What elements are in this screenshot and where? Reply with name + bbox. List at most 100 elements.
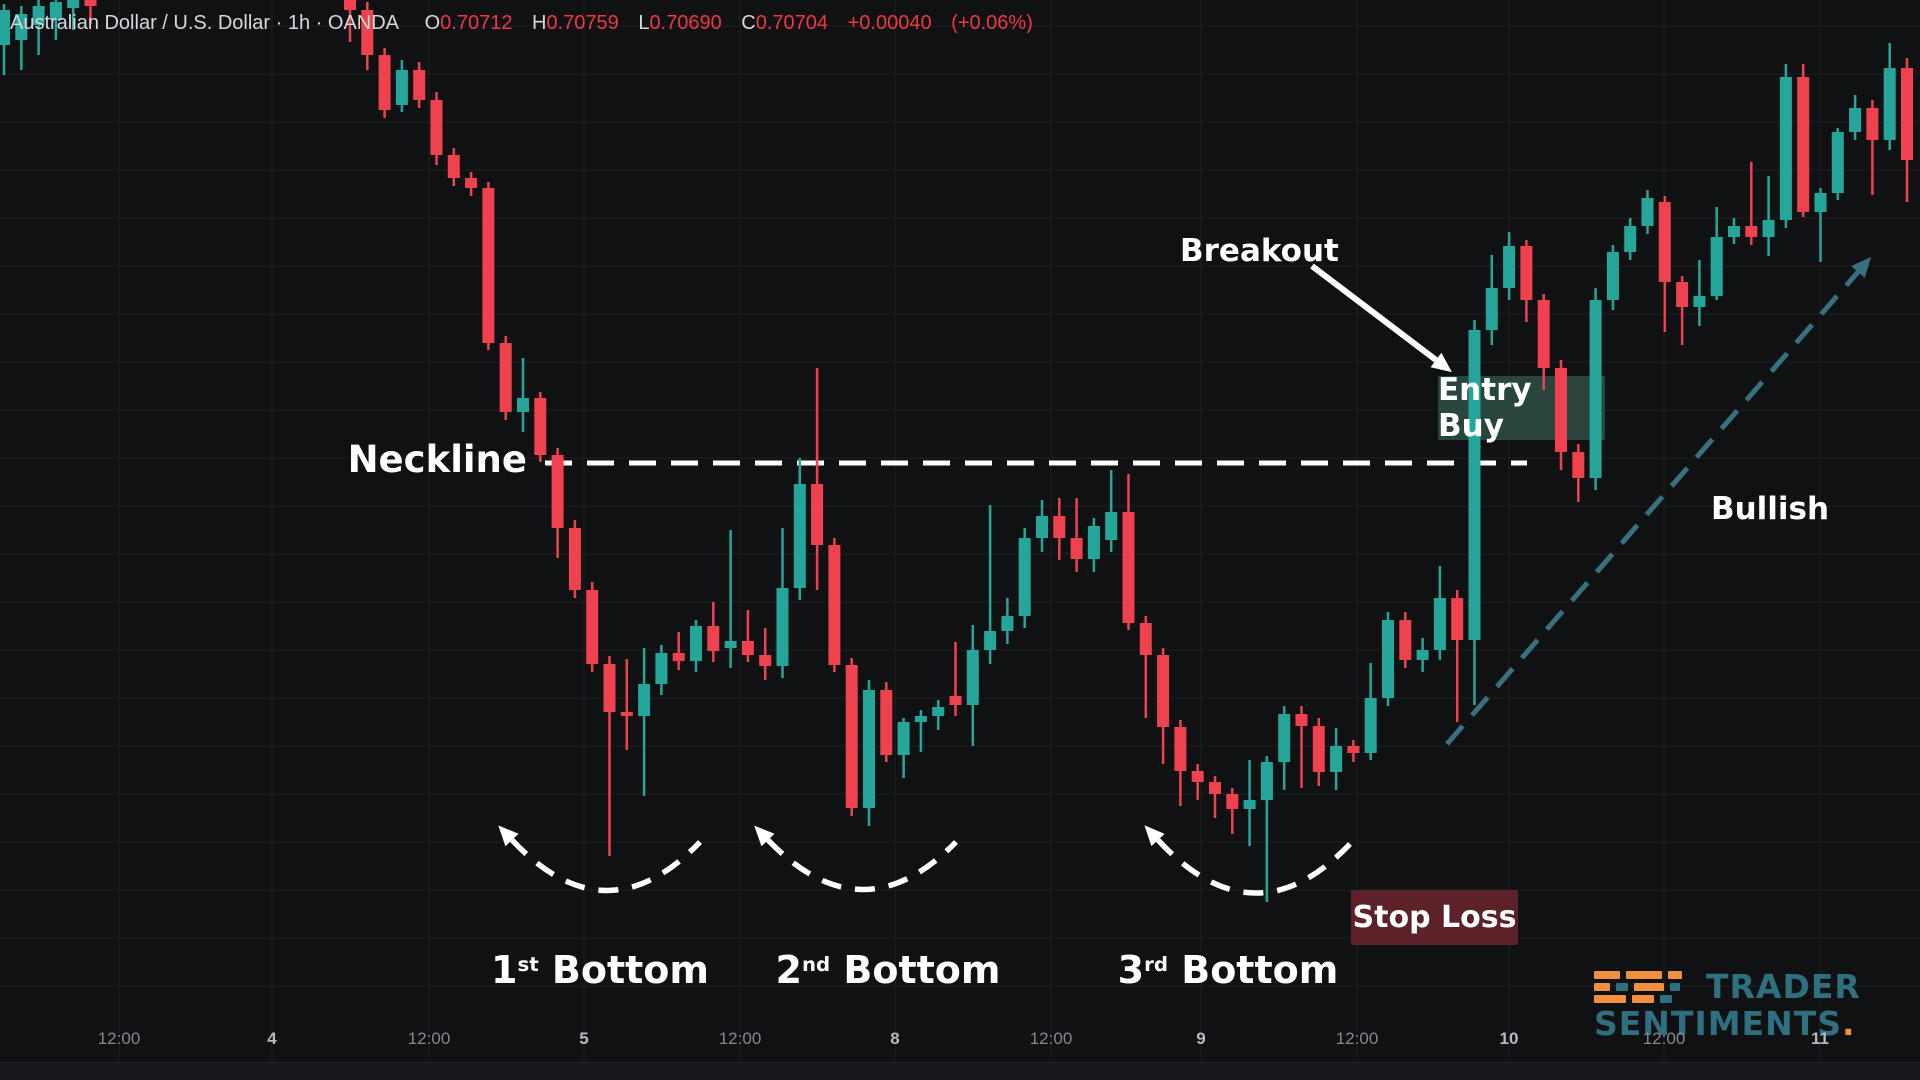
candle-body [1676, 282, 1689, 307]
candle-body [447, 155, 460, 178]
candle-body [361, 10, 374, 55]
logo-icon-segment [1616, 982, 1628, 991]
logo-icon-segment [1594, 994, 1626, 1003]
candle-body [49, 2, 62, 20]
candle-body [499, 343, 512, 412]
change-value: +0.00040 [847, 12, 932, 34]
candle-body [1260, 762, 1273, 800]
candle-body [1416, 650, 1429, 660]
candle-body [1693, 296, 1706, 307]
close-label: C [741, 12, 756, 34]
axis-tick-9: 9 [1196, 1029, 1206, 1048]
candle-body [672, 653, 685, 661]
candle-body [1589, 300, 1602, 478]
trader-sentiments-logo: TRADER SENTIMENTS. [1594, 970, 1861, 1040]
candle-body [67, 0, 80, 8]
candle-body [1122, 512, 1135, 623]
breakout-label: Breakout [1180, 233, 1339, 269]
candle-body [1606, 252, 1619, 300]
candle-body [724, 641, 737, 648]
second-bottom-label: 2nd Bottom [775, 948, 1001, 992]
candle-body [932, 707, 945, 716]
candle-body [1053, 516, 1066, 538]
candle-body [1382, 620, 1394, 698]
candle-body [1745, 226, 1758, 237]
open-label: O [424, 12, 441, 34]
symbol-title[interactable]: Australian Dollar / U.S. Dollar · 1h · O… [10, 12, 400, 34]
candle-body [1624, 226, 1637, 252]
candle-body [1312, 726, 1325, 772]
axis-tick-8: 8 [890, 1029, 900, 1048]
candle-body [1485, 288, 1498, 330]
time-axis-strip [0, 1062, 1920, 1080]
axis-tick-1200: 12:00 [1642, 1029, 1686, 1048]
candle-body [776, 588, 789, 666]
candle-body [465, 178, 478, 188]
logo-icon-segment [1670, 982, 1680, 991]
candle-body [1572, 452, 1585, 478]
candle-body [344, 0, 356, 10]
candle-body [1728, 226, 1740, 237]
logo-dot: . [1842, 1004, 1856, 1043]
close-value: 0.70704 [755, 12, 829, 34]
candle-body [430, 100, 443, 155]
candle-body [1399, 620, 1412, 660]
candle-body [395, 70, 408, 105]
low-label: L [638, 12, 650, 34]
candle-body [949, 696, 962, 705]
candle-body [534, 398, 547, 455]
candle-body [1070, 538, 1083, 559]
logo-icon-segment [1634, 982, 1664, 991]
candle-body [1226, 794, 1239, 809]
candle-body [984, 631, 997, 650]
candle-body [1555, 368, 1567, 452]
candle-body [15, 14, 28, 40]
candle-body [1520, 246, 1533, 300]
candle-body [1174, 727, 1187, 771]
candle-body [413, 70, 426, 100]
axis-tick-10: 10 [1499, 1029, 1519, 1048]
bottom-arc-2 [766, 838, 958, 893]
change-percent: (+0.06%) [951, 12, 1033, 34]
time-axis[interactable]: 12:00 4 12:00 5 12:00 8 12:00 9 12:00 10 12:00 11 [0, 1026, 1920, 1054]
candle-body [1814, 193, 1827, 212]
candle-body [655, 653, 668, 684]
logo-icon-segment [1594, 982, 1610, 991]
candle-body [1849, 108, 1862, 132]
candle-body [966, 650, 979, 705]
candle-body [1018, 538, 1031, 616]
stop-loss-label: Stop Loss [1352, 900, 1517, 935]
bullish-arrow-line [1445, 270, 1860, 746]
candle-body [482, 188, 495, 343]
candle-body [0, 10, 10, 45]
logo-word-trader: TRADER [1706, 967, 1861, 1006]
candle-body [845, 665, 858, 808]
candle-body [741, 641, 754, 655]
open-value: 0.70712 [440, 12, 513, 34]
axis-tick-4: 4 [267, 1029, 277, 1048]
candle-body [1330, 746, 1343, 772]
bottom-arc-1 [509, 838, 702, 894]
candle-body [1243, 800, 1256, 809]
symbol-header[interactable]: Australian Dollar / U.S. Dollar · 1h · O… [10, 12, 1033, 35]
candle-body [1658, 202, 1671, 282]
candle-body [880, 690, 893, 755]
axis-tick-1200: 12:00 [1335, 1029, 1379, 1048]
logo-icon-segment [1626, 970, 1662, 979]
sentiment-bars-icon [1594, 970, 1696, 1003]
bottom-arc-arrowhead-1 [498, 825, 519, 847]
logo-icon-segment [1594, 970, 1620, 979]
candle-body [1433, 598, 1446, 650]
candle-body [586, 590, 599, 664]
candle-body [793, 484, 806, 588]
candle-body [1641, 198, 1654, 226]
candle-body [690, 626, 702, 661]
candle-body [32, 6, 45, 25]
candle-body [707, 626, 720, 651]
logo-icon-segment [1632, 994, 1654, 1003]
logo-word-sentiments: SENTIMENTS. [1594, 1004, 1856, 1043]
axis-tick-1200: 12:00 [718, 1029, 762, 1048]
bullish-arrowhead [1851, 256, 1872, 278]
candle-body [1105, 512, 1118, 540]
